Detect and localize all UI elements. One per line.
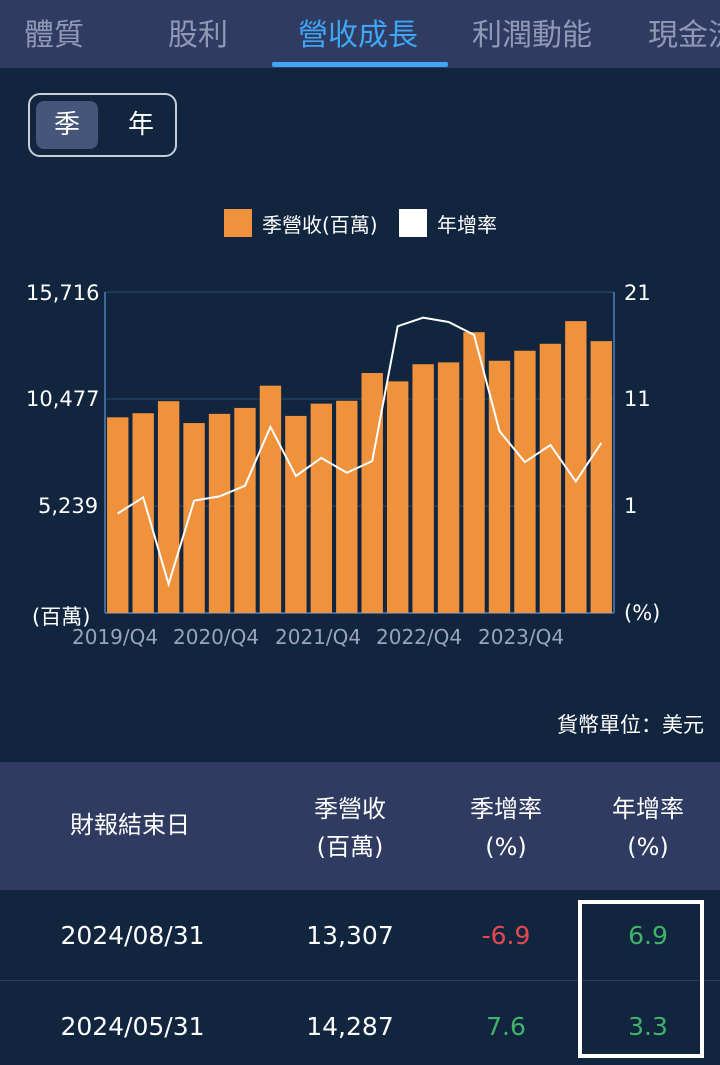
revenue-bar bbox=[310, 403, 333, 613]
revenue-bar bbox=[565, 321, 587, 613]
revenue-bar bbox=[183, 423, 205, 613]
tab-profit-momentum[interactable]: 利潤動能 bbox=[472, 18, 592, 53]
legend-bar-swatch bbox=[224, 209, 252, 237]
x-tick-label: 2020/Q4 bbox=[173, 625, 260, 649]
header-yoy-line2: (%) bbox=[627, 833, 669, 861]
cell-revenue: 13,307 bbox=[306, 921, 394, 950]
revenue-bar bbox=[107, 417, 129, 613]
toggle-quarter[interactable]: 季 bbox=[36, 101, 98, 149]
right-tick-mid: 11 bbox=[624, 387, 651, 411]
currency-note: 貨幣單位：美元 bbox=[557, 713, 704, 737]
legend-revenue: 季營收(百萬) bbox=[224, 207, 378, 239]
x-tick-label: 2022/Q4 bbox=[376, 625, 463, 649]
header-qoq-line2: (%) bbox=[485, 833, 527, 861]
revenue-bar bbox=[157, 401, 180, 613]
right-tick-max: 21 bbox=[624, 281, 651, 305]
revenue-bar bbox=[361, 373, 383, 613]
header-period-end: 財報結束日 bbox=[70, 811, 190, 839]
active-tab-indicator bbox=[272, 62, 448, 67]
x-tick-label: 2019/Q4 bbox=[72, 625, 159, 649]
left-tick-mid: 10,477 bbox=[26, 387, 100, 411]
tab-bar: 體質 股利 營收成長 利潤動能 現金流 bbox=[0, 0, 720, 68]
left-tick-max: 15,716 bbox=[26, 281, 100, 305]
right-axis-unit: (%) bbox=[624, 601, 661, 625]
left-tick-low: 5,239 bbox=[38, 494, 99, 518]
header-yoy-line1: 年增率 bbox=[612, 795, 684, 823]
legend-yoy-label: 年增率 bbox=[437, 212, 497, 237]
cell-yoy: 3.3 bbox=[628, 1012, 668, 1041]
table-row: 2024/08/31 13,307 -6.9 6.9 bbox=[0, 891, 720, 981]
x-tick-label: 2023/Q4 bbox=[478, 625, 565, 649]
revenue-bar bbox=[132, 413, 154, 613]
header-revenue-line2: (百萬) bbox=[316, 833, 384, 861]
period-toggle: 季 年 bbox=[28, 93, 177, 157]
toggle-year[interactable]: 年 bbox=[127, 110, 154, 140]
header-qoq: 季增率 (%) bbox=[446, 790, 566, 866]
header-revenue: 季營收 (百萬) bbox=[270, 790, 430, 866]
revenue-bar bbox=[386, 381, 409, 613]
revenue-bar bbox=[539, 343, 562, 613]
legend-revenue-label: 季營收(百萬) bbox=[262, 212, 378, 237]
right-tick-low: 1 bbox=[624, 494, 638, 518]
header-qoq-line1: 季增率 bbox=[470, 795, 542, 823]
tab-dividends[interactable]: 股利 bbox=[168, 18, 228, 53]
tab-revenue-growth[interactable]: 營收成長 bbox=[298, 18, 418, 53]
revenue-bar bbox=[285, 415, 307, 613]
header-revenue-line1: 季營收 bbox=[314, 795, 386, 823]
yoy-line bbox=[117, 316, 603, 588]
revenue-chart bbox=[104, 291, 615, 614]
header-yoy: 年增率 (%) bbox=[588, 790, 708, 866]
revenue-bar bbox=[234, 407, 256, 613]
table-header: 財報結束日 季營收 (百萬) 季增率 (%) 年增率 (%) bbox=[0, 762, 720, 890]
left-axis-unit: (百萬) bbox=[32, 605, 91, 629]
cell-revenue: 14,287 bbox=[306, 1012, 394, 1041]
revenue-bar bbox=[412, 364, 434, 613]
legend-line-swatch bbox=[399, 209, 427, 237]
cell-date: 2024/08/31 bbox=[60, 921, 205, 950]
cell-date: 2024/05/31 bbox=[60, 1012, 205, 1041]
legend-yoy: 年增率 bbox=[399, 207, 497, 239]
cell-qoq: 7.6 bbox=[486, 1012, 526, 1041]
cell-qoq: -6.9 bbox=[481, 921, 531, 950]
cell-yoy: 6.9 bbox=[628, 921, 668, 950]
revenue-bar bbox=[590, 341, 612, 613]
revenue-bar bbox=[437, 362, 460, 613]
revenue-bar bbox=[336, 400, 358, 613]
tab-fundamentals[interactable]: 體質 bbox=[24, 18, 84, 53]
x-tick-label: 2021/Q4 bbox=[275, 625, 362, 649]
revenue-bar bbox=[463, 332, 485, 613]
revenue-bar bbox=[208, 413, 231, 613]
revenue-bar bbox=[488, 360, 511, 613]
tab-cash-flow[interactable]: 現金流 bbox=[648, 18, 720, 53]
revenue-bar bbox=[259, 385, 282, 613]
table-row: 2024/05/31 14,287 7.6 3.3 bbox=[0, 982, 720, 1065]
revenue-bar bbox=[514, 350, 536, 613]
yoy-highlight-box bbox=[578, 900, 704, 1058]
